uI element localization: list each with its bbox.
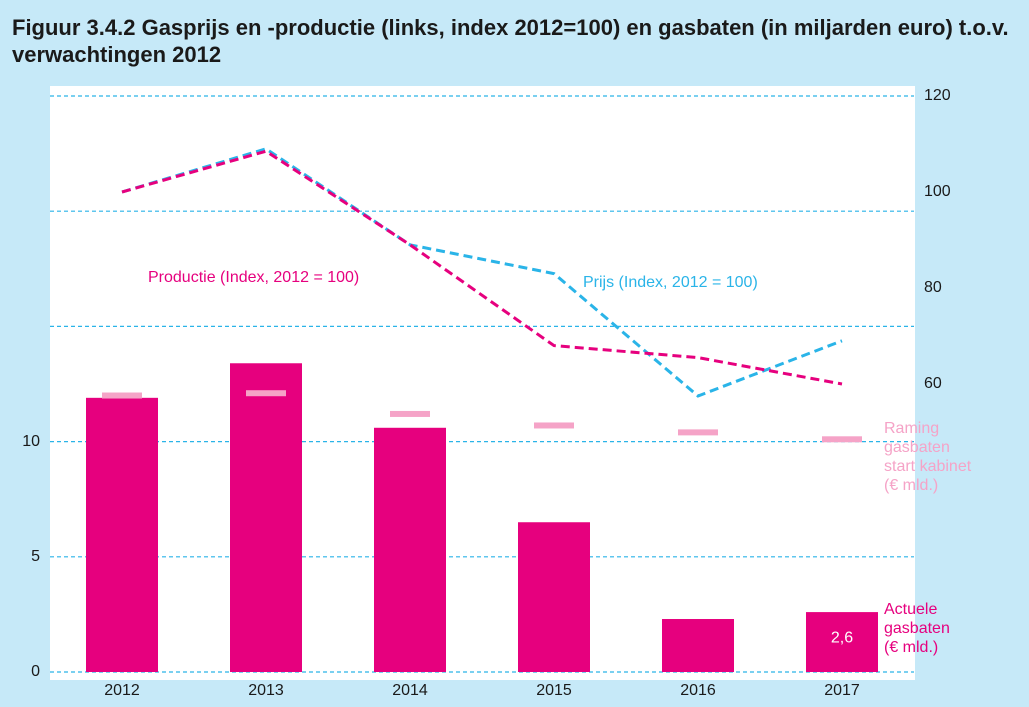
series-label: Raming [884, 420, 939, 437]
bar [374, 427, 446, 672]
series-label: Prijs (Index, 2012 = 100) [583, 274, 758, 291]
y-tick-label: 10 [22, 433, 40, 450]
estimate-marker [246, 390, 286, 397]
x-tick-label: 2014 [392, 682, 428, 699]
estimate-marker [678, 429, 718, 436]
estimate-marker [822, 436, 862, 443]
series-label: start kabinet [884, 458, 972, 475]
y2-tick-label: 60 [924, 375, 942, 392]
x-tick-label: 2015 [536, 682, 572, 699]
estimate-marker [534, 422, 574, 429]
y-tick-label: 5 [31, 548, 40, 565]
value-label: 2,6 [831, 629, 853, 646]
series-label: gasbaten [884, 620, 950, 637]
x-tick-label: 2013 [248, 682, 284, 699]
x-tick-label: 2017 [824, 682, 860, 699]
line [121, 149, 843, 386]
x-tick-label: 2012 [104, 682, 140, 699]
bar [662, 619, 734, 672]
bar [806, 612, 878, 672]
chart-title: Figuur 3.4.2 Gasprijs en -productie (lin… [12, 15, 1009, 67]
x-tick-label: 2016 [680, 682, 716, 699]
bar [518, 522, 590, 672]
y2-tick-label: 120 [924, 87, 951, 104]
y2-tick-label: 100 [924, 183, 951, 200]
line [121, 147, 843, 398]
plot-area [50, 86, 915, 680]
bar [86, 397, 158, 672]
estimate-marker [390, 410, 430, 417]
series-label: Actuele [884, 601, 937, 618]
estimate-marker [102, 392, 142, 399]
series-label: (€ mld.) [884, 477, 938, 494]
series-label: (€ mld.) [884, 639, 938, 656]
y-tick-label: 0 [31, 663, 40, 680]
series-label: gasbaten [884, 439, 950, 456]
series-label: Productie (Index, 2012 = 100) [148, 269, 359, 286]
bar [230, 363, 302, 672]
y2-tick-label: 80 [924, 279, 942, 296]
